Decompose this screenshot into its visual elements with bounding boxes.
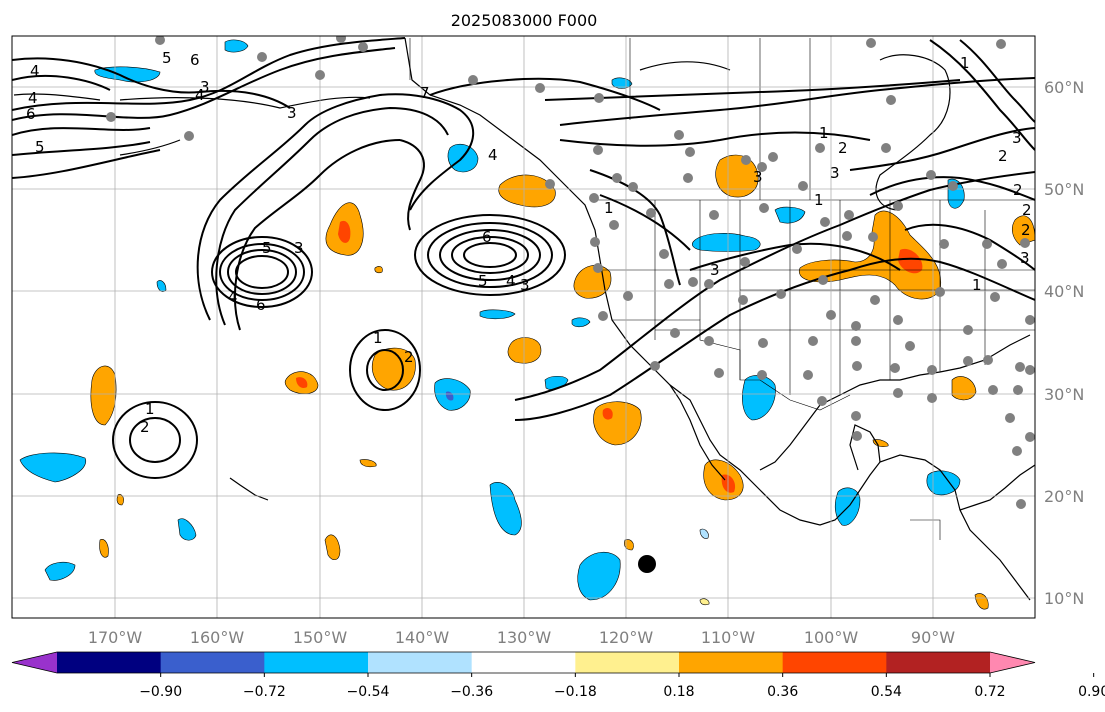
colorbar-segment	[57, 652, 162, 673]
colorbar-outline	[11, 651, 1036, 674]
contour-label: 6	[190, 51, 200, 69]
contour-label: 4	[228, 288, 238, 306]
lon-label: 130°W	[497, 628, 552, 647]
lat-label: 30°N	[1044, 385, 1084, 404]
contour-label: 7	[420, 84, 430, 102]
lon-label: 120°W	[599, 628, 654, 647]
colorbar: −0.90 −0.72 −0.54 −0.36 −0.18 0.18 0.36 0.54 0.7…	[11, 651, 1105, 700]
colorbar-tick-label: 0.54	[871, 684, 902, 700]
contour-label: 6	[256, 296, 266, 314]
longitude-labels: 170°W 160°W 150°W 140°W 130°W 120°W 110°…	[88, 628, 955, 647]
contour-label: 5	[262, 239, 272, 257]
colorbar-segment	[782, 652, 887, 673]
contour-label: 1	[972, 276, 982, 294]
lat-label: 20°N	[1044, 487, 1084, 506]
contour-label: 1	[145, 400, 155, 418]
colorbar-segment	[886, 652, 991, 673]
colorbar-segment	[264, 652, 369, 673]
contour-label: 2	[1021, 221, 1031, 239]
contour-label-group: 4 4 6 5 5 6 3 4 3 7 4 4 5 6 5 4 3 6 3 1 …	[26, 49, 1032, 436]
colorbar-segment	[471, 652, 576, 673]
colorbar-tick-label: −0.54	[347, 684, 390, 700]
colorbar-segment	[575, 652, 680, 673]
map-title: 2025083000 F000	[451, 11, 598, 30]
contour-label: 3	[1012, 129, 1022, 147]
anomaly-shading	[19, 39, 1035, 610]
contour-label: 2	[1022, 201, 1032, 219]
contour-label: 2	[838, 139, 848, 157]
colorbar-extend-min	[12, 652, 57, 673]
contour-label: 4	[30, 62, 40, 80]
lon-label: 110°W	[701, 628, 756, 647]
colorbar-segment	[679, 652, 784, 673]
colorbar-tick-label: 0.18	[663, 684, 694, 700]
lon-label: 160°W	[190, 628, 245, 647]
contour-label: 2	[404, 348, 414, 366]
contour-label: 5	[35, 138, 45, 156]
colorbar-segment	[160, 652, 265, 673]
contour-label: 2	[140, 418, 150, 436]
map-area: 4 4 6 5 5 6 3 4 3 7 4 4 5 6 5 4 3 6 3 1 …	[12, 36, 1035, 618]
contour-label: 4	[28, 89, 38, 107]
contour-label: 1	[960, 54, 970, 72]
contour-label: 1	[604, 199, 614, 217]
lon-label: 100°W	[804, 628, 859, 647]
contour-label: 3	[294, 239, 304, 257]
contour-lines	[12, 37, 1035, 479]
lat-label: 40°N	[1044, 282, 1084, 301]
contour-label: 4	[488, 146, 498, 164]
colorbar-tick-label: −0.18	[554, 684, 597, 700]
contour-label: 1	[373, 329, 383, 347]
storm-marker	[638, 555, 656, 573]
lat-label: 10°N	[1044, 589, 1084, 608]
colorbar-extend-max	[990, 652, 1035, 673]
contour-label: 4	[506, 272, 516, 290]
contour-label: 6	[26, 105, 36, 123]
station-markers	[106, 36, 1035, 509]
contour-label: 5	[162, 49, 172, 67]
contour-label: 1	[814, 191, 824, 209]
lon-label: 140°W	[395, 628, 450, 647]
latitude-labels: 60°N 50°N 40°N 30°N 20°N 10°N	[1044, 78, 1084, 608]
colorbar-tick-label: −0.72	[243, 684, 286, 700]
contour-label: 3	[753, 168, 763, 186]
contour-label: 3	[200, 78, 210, 96]
colorbar-tick-label: 0.36	[767, 684, 798, 700]
contour-label: 4	[195, 86, 205, 104]
lat-label: 50°N	[1044, 180, 1084, 199]
lon-label: 170°W	[88, 628, 143, 647]
contour-label: 6	[482, 228, 492, 246]
colorbar-tick-label: −0.36	[450, 684, 493, 700]
colorbar-tick-label: −0.90	[139, 684, 182, 700]
contour-label: 3	[710, 261, 720, 279]
contour-label: 2	[1013, 181, 1023, 199]
lat-label: 60°N	[1044, 78, 1084, 97]
contour-label: 1	[819, 124, 829, 142]
contour-label: 3	[830, 164, 840, 182]
political-borders	[409, 38, 1035, 540]
coastlines	[13, 37, 1035, 601]
map-frame	[11, 35, 1036, 619]
contour-label: 2	[998, 147, 1008, 165]
colorbar-segment	[368, 652, 473, 673]
lon-label: 90°W	[911, 628, 955, 647]
colorbar-tick-label: 0.90	[1078, 684, 1105, 700]
contour-label: 3	[1020, 249, 1030, 267]
contour-label: 3	[520, 276, 530, 294]
colorbar-tick-label: 0.72	[974, 684, 1005, 700]
contour-label: 3	[287, 104, 297, 122]
contour-label: 5	[478, 272, 488, 290]
lon-label: 150°W	[293, 628, 348, 647]
